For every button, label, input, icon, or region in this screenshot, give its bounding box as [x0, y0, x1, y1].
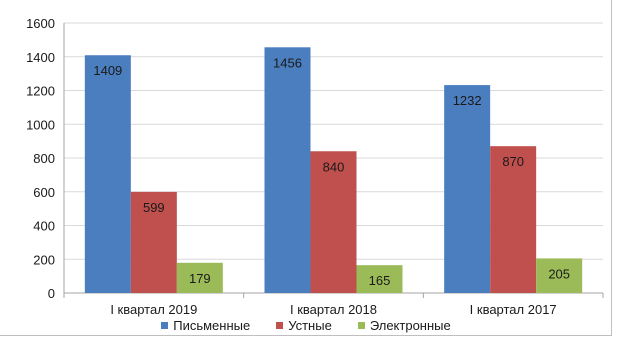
- bar-electronic: [536, 258, 583, 293]
- legend-label: Устные: [288, 318, 332, 333]
- y-tick-label: 600: [33, 185, 55, 200]
- data-label: 205: [548, 266, 570, 281]
- y-tick-label: 400: [33, 219, 55, 234]
- data-label: 1232: [453, 93, 482, 108]
- bar-electronic: [356, 265, 403, 293]
- legend-swatch: [161, 322, 169, 329]
- legend-swatch: [276, 322, 284, 329]
- data-label: 599: [143, 200, 165, 215]
- y-tick-label: 1600: [26, 16, 55, 31]
- x-category-label: I квартал 2018: [290, 302, 377, 317]
- bar-oral: [130, 191, 177, 293]
- bar-written: [444, 85, 491, 293]
- data-label: 165: [369, 273, 391, 288]
- legend-swatch: [357, 322, 365, 329]
- data-label: 870: [502, 154, 524, 169]
- legend-item: Устные: [276, 318, 332, 333]
- bars: [84, 47, 583, 294]
- legend: Письменные Устные Электронные: [0, 318, 612, 333]
- legend-item: Письменные: [161, 318, 250, 333]
- legend-item: Электронные: [357, 318, 451, 333]
- data-label: 1456: [273, 55, 302, 70]
- y-tick-label: 200: [33, 252, 55, 267]
- data-labels: 1409 599 179 1456 840 165 1232 870 205: [93, 55, 570, 288]
- bar-electronic: [176, 262, 223, 293]
- x-category-label: I квартал 2017: [470, 302, 557, 317]
- data-label: 1409: [93, 63, 122, 78]
- bar-written: [264, 47, 311, 293]
- bar-written: [84, 55, 131, 294]
- y-tick-label: 1000: [26, 117, 55, 132]
- y-tick-label: 1200: [26, 84, 55, 99]
- legend-label: Электронные: [369, 318, 451, 333]
- x-category-label: I квартал 2019: [110, 302, 197, 317]
- y-tick-label: 800: [33, 151, 55, 166]
- legend-label: Письменные: [173, 318, 251, 333]
- bar-oral: [490, 146, 537, 293]
- y-tick-label: 0: [48, 286, 55, 301]
- y-tick-label: 1400: [26, 50, 55, 65]
- bar-oral: [310, 151, 357, 293]
- data-label: 179: [189, 271, 211, 286]
- data-label: 840: [323, 159, 345, 174]
